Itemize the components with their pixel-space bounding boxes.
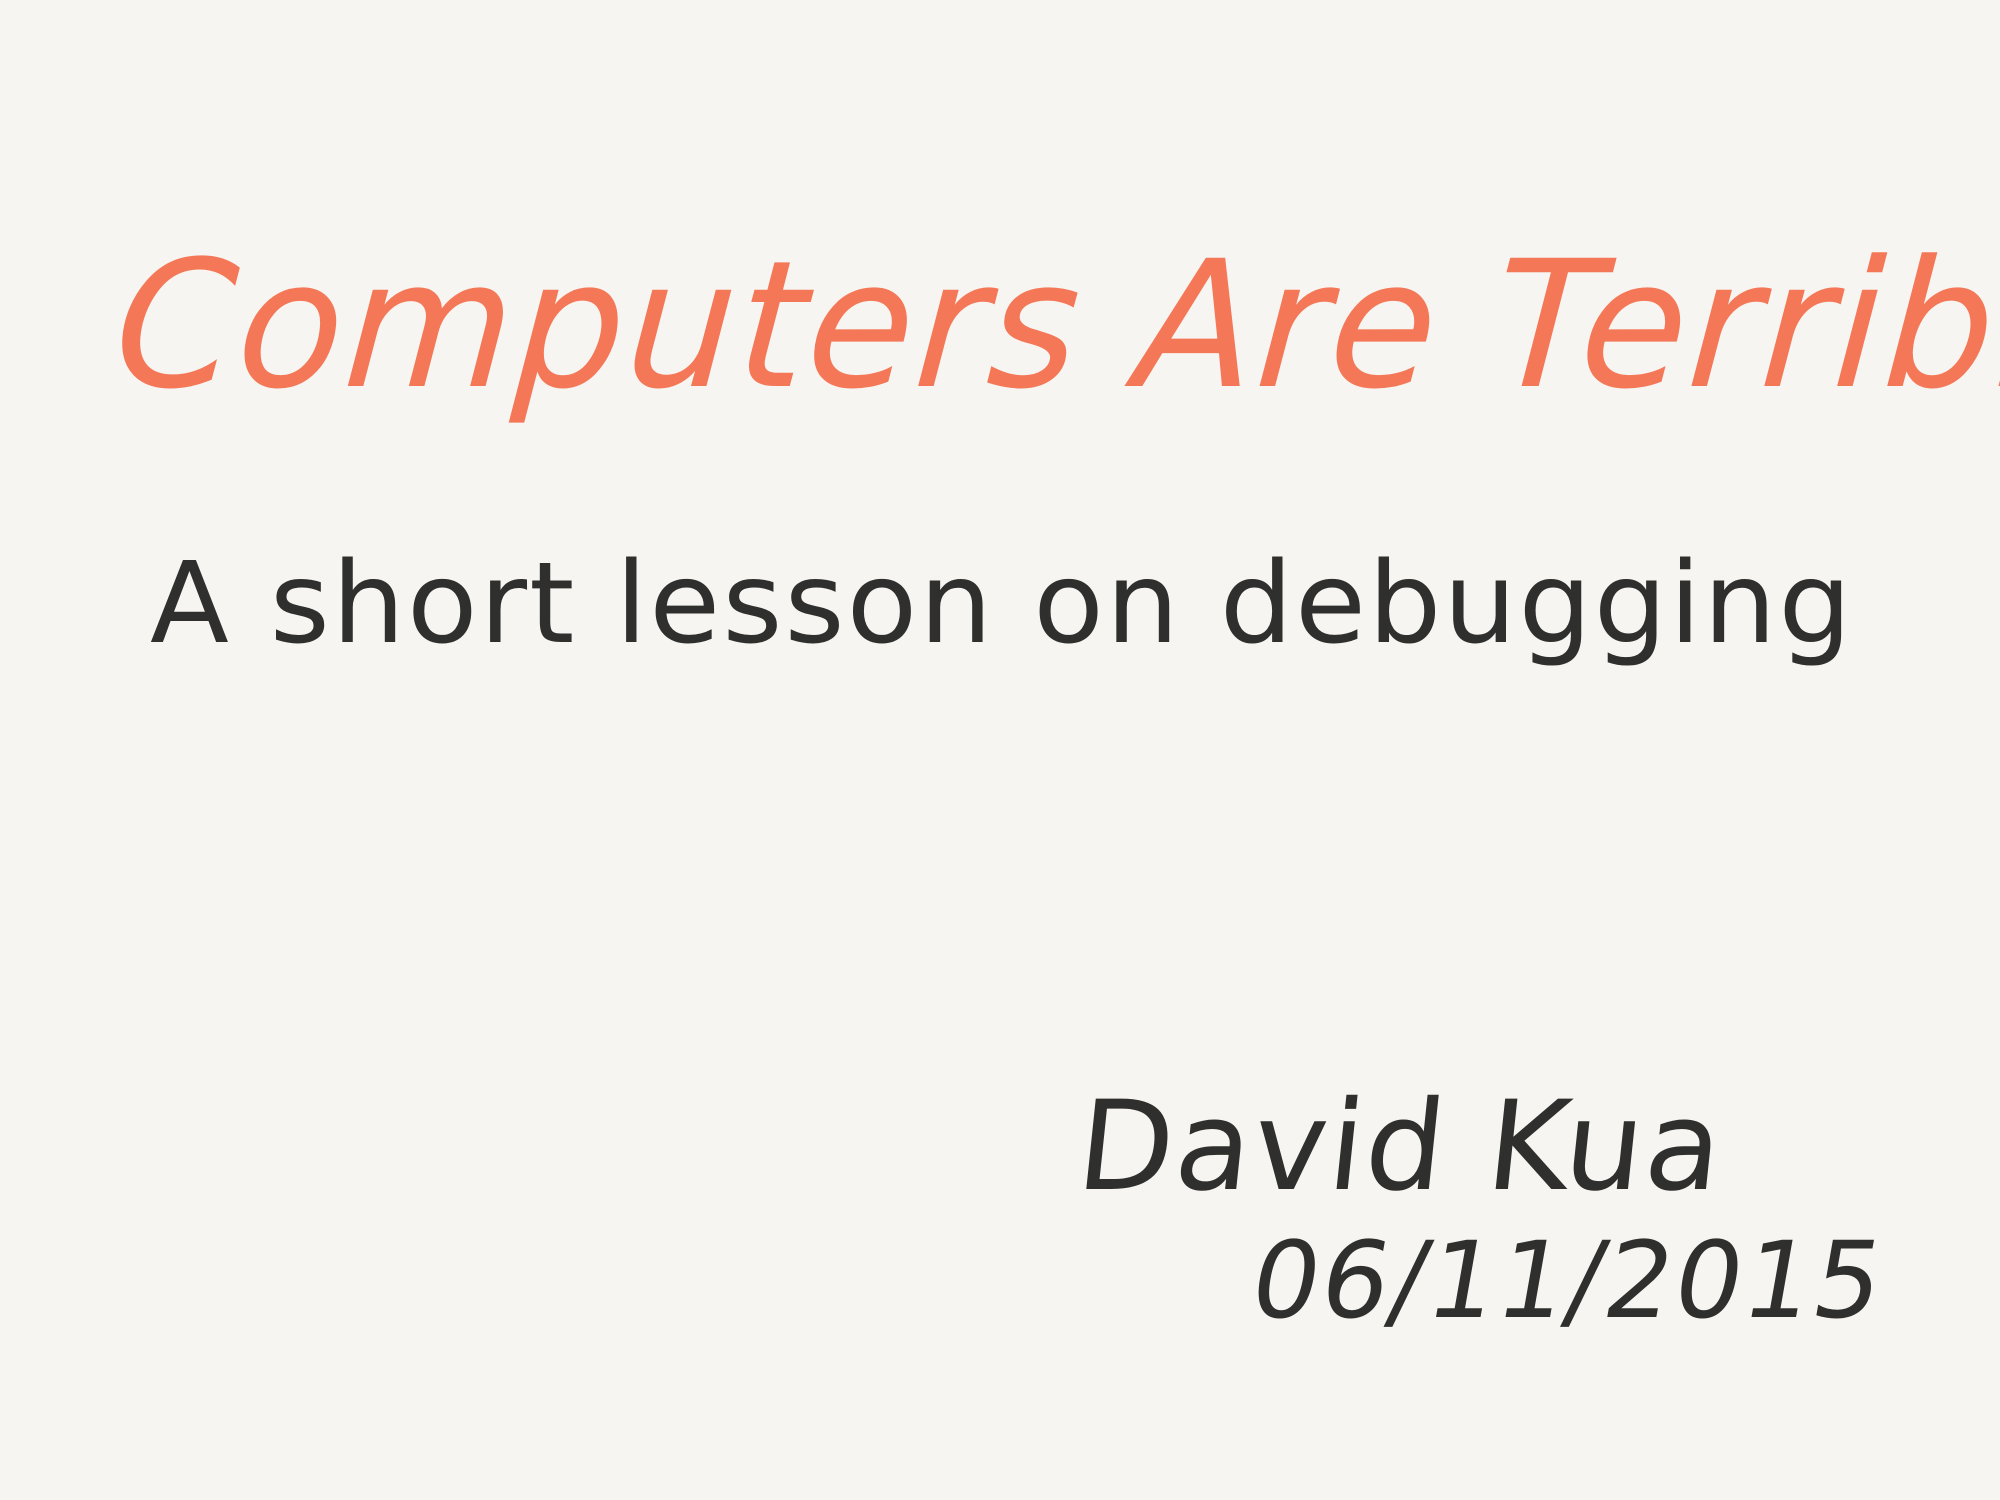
author-name: David Kua	[1070, 1075, 1732, 1219]
slide-title: Computers Are Terrible	[108, 223, 2000, 428]
slide-subtitle: A short lesson on debugging	[150, 539, 1854, 669]
presentation-date: 06/11/2015	[1241, 1219, 1895, 1342]
